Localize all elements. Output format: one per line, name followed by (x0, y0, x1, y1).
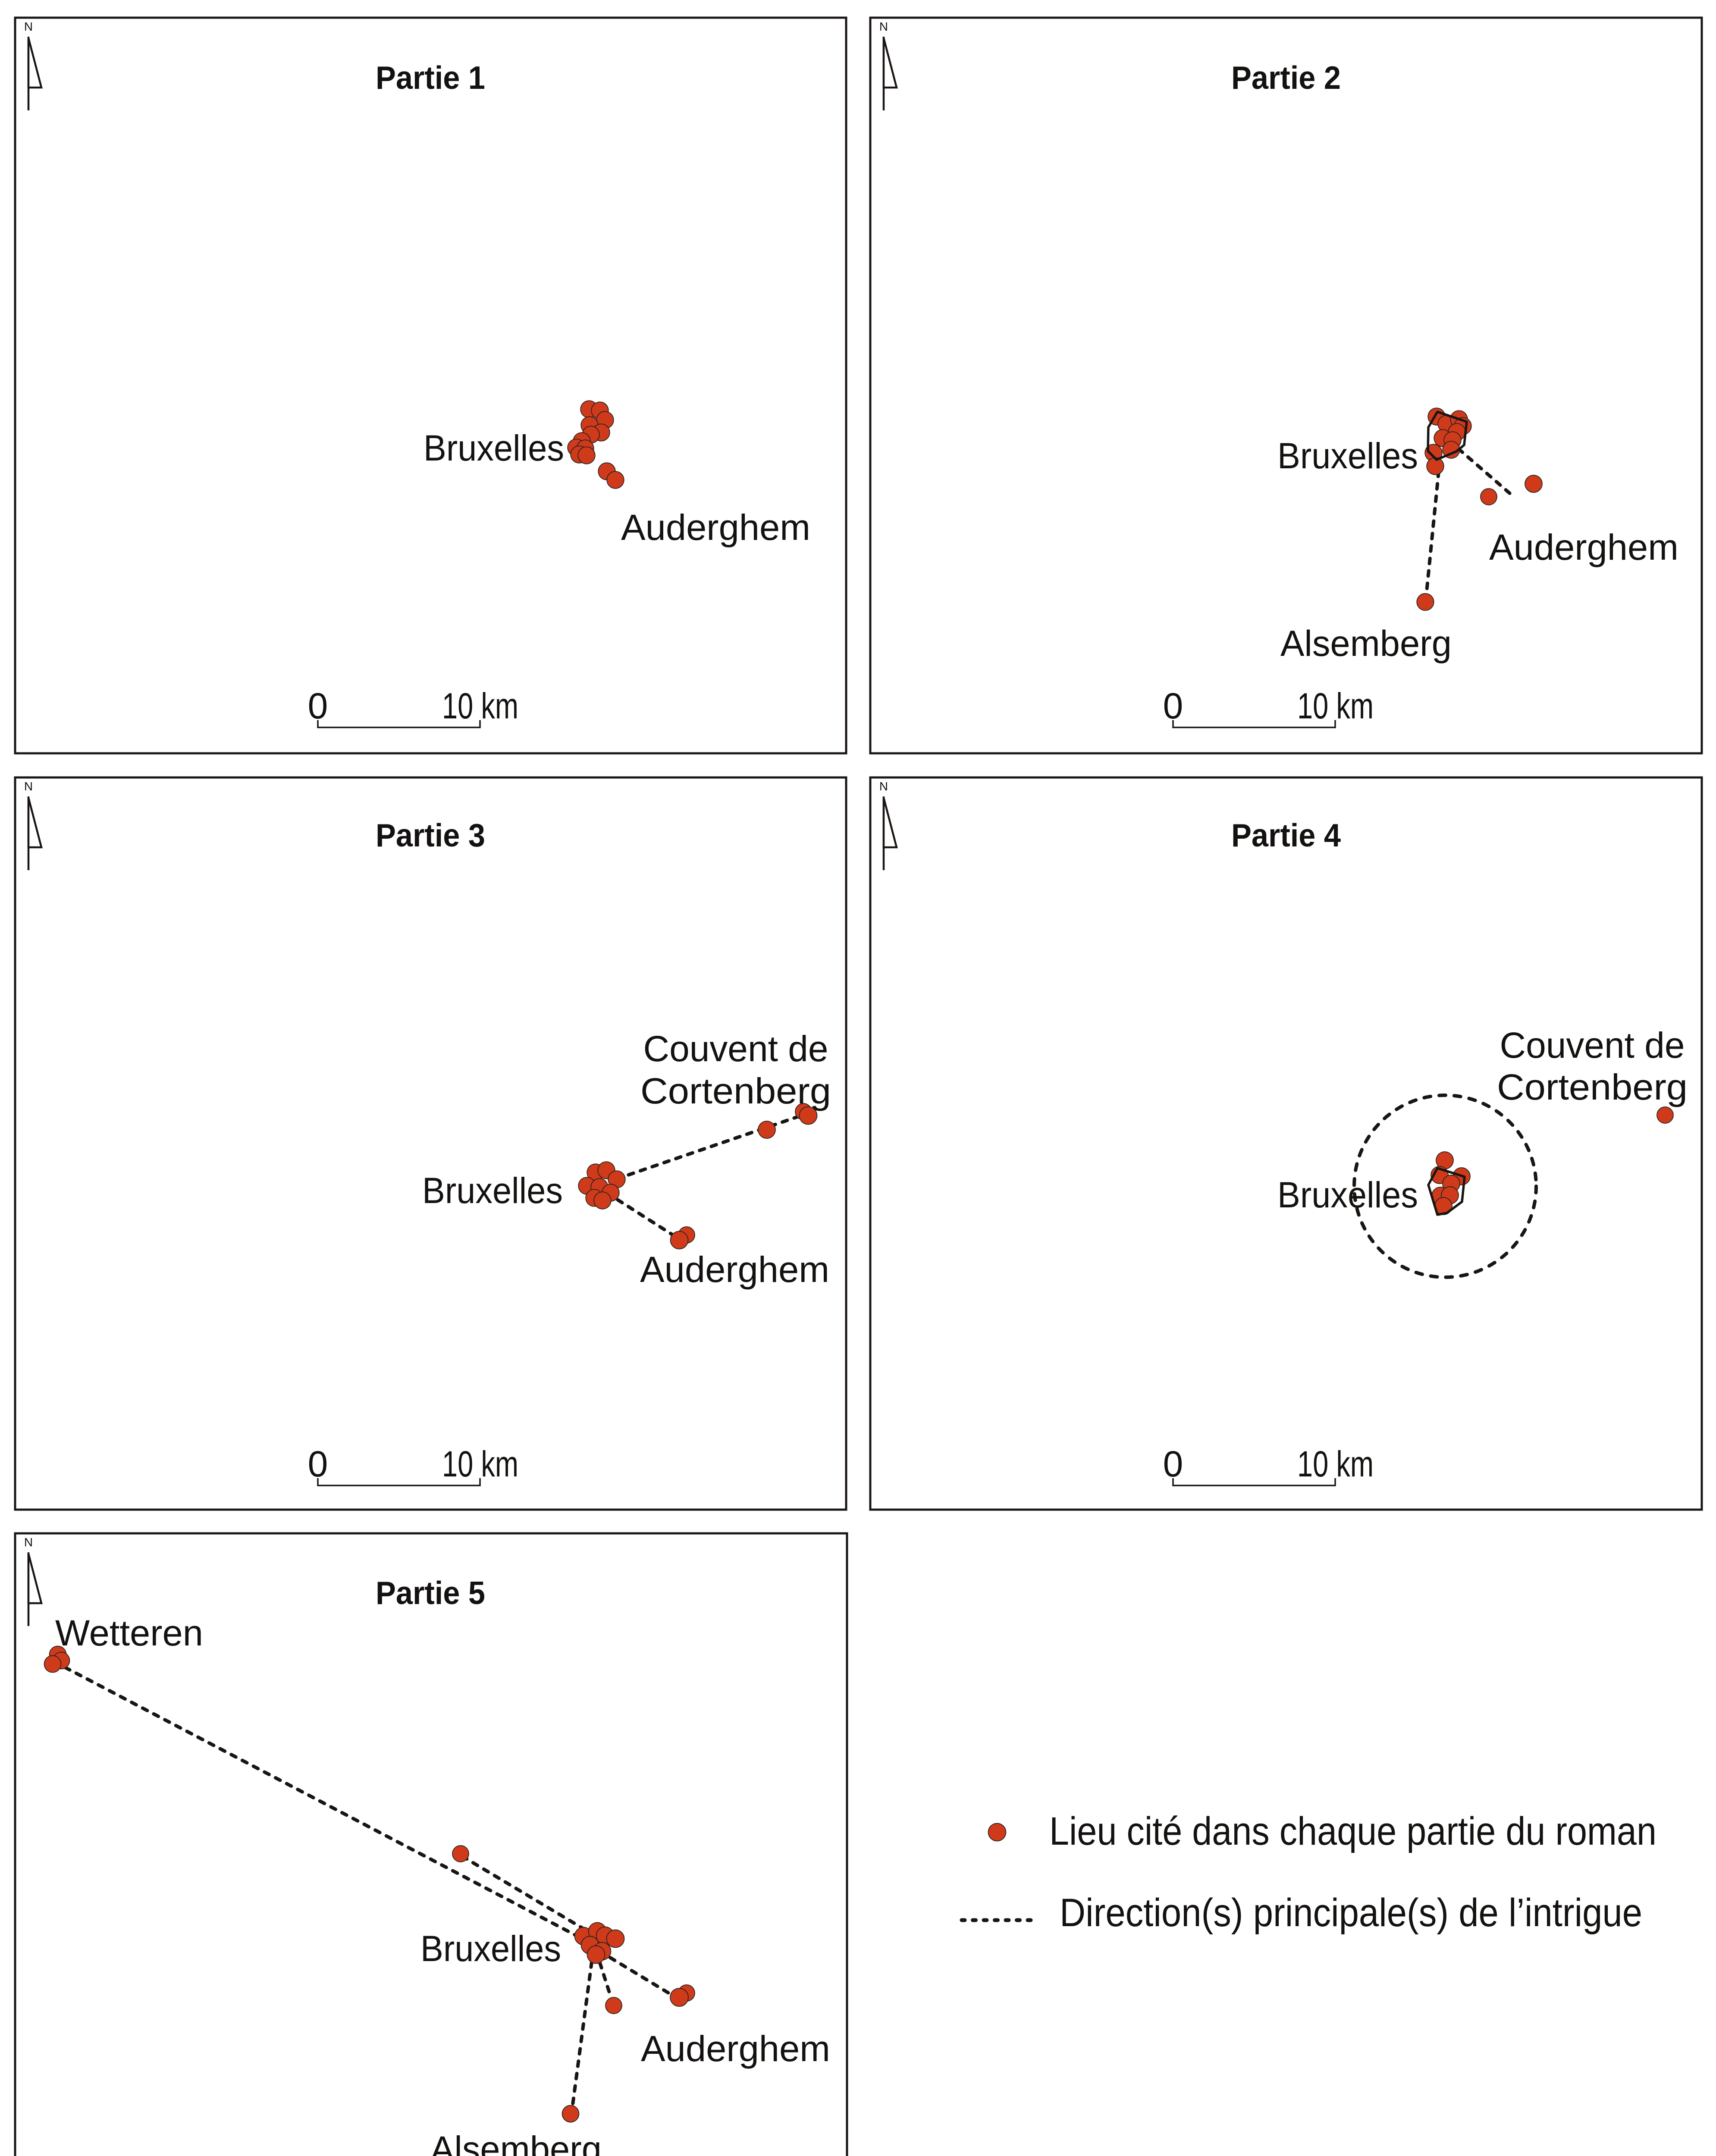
svg-text:10 km: 10 km (442, 686, 518, 726)
svg-text:Wetteren: Wetteren (55, 1613, 203, 1653)
svg-text:N: N (879, 780, 888, 793)
svg-text:Partie 4: Partie 4 (1231, 817, 1341, 853)
svg-text:N: N (24, 1536, 33, 1549)
svg-text:Partie 1: Partie 1 (376, 60, 485, 96)
svg-text:Alsemberg: Alsemberg (1280, 623, 1452, 664)
svg-text:Alsemberg: Alsemberg (430, 2129, 602, 2156)
svg-text:10 km: 10 km (1297, 686, 1374, 726)
svg-text:Auderghem: Auderghem (641, 2028, 830, 2069)
svg-text:Bruxelles: Bruxelles (422, 1170, 563, 1211)
svg-text:Lieu cité dans chaque partie d: Lieu cité dans chaque partie du roman (1049, 1809, 1656, 1853)
svg-text:0: 0 (1163, 1444, 1183, 1484)
svg-text:Couvent de: Couvent de (1500, 1025, 1685, 1065)
svg-text:N: N (24, 20, 33, 33)
svg-text:Bruxelles: Bruxelles (1277, 436, 1418, 476)
svg-text:0: 0 (308, 686, 328, 726)
svg-text:N: N (879, 20, 888, 33)
svg-text:Partie 3: Partie 3 (376, 817, 485, 853)
svg-text:Direction(s) principale(s) de: Direction(s) principale(s) de l’intrigue (1060, 1891, 1642, 1935)
svg-text:Auderghem: Auderghem (1489, 527, 1678, 567)
svg-text:Bruxelles: Bruxelles (424, 428, 564, 468)
svg-text:Partie 2: Partie 2 (1231, 60, 1341, 96)
svg-text:Cortenberg: Cortenberg (640, 1071, 831, 1111)
svg-text:Cortenberg: Cortenberg (1497, 1067, 1688, 1107)
svg-text:10 km: 10 km (442, 1444, 518, 1484)
svg-text:10 km: 10 km (1297, 1444, 1374, 1484)
svg-text:Bruxelles: Bruxelles (1277, 1175, 1418, 1215)
svg-text:N: N (24, 780, 33, 793)
svg-text:0: 0 (1163, 686, 1183, 726)
svg-text:Bruxelles: Bruxelles (420, 1928, 561, 1969)
svg-text:Auderghem: Auderghem (621, 507, 810, 548)
svg-text:Couvent de: Couvent de (643, 1028, 828, 1069)
svg-text:Partie 5: Partie 5 (376, 1575, 485, 1611)
svg-text:Auderghem: Auderghem (640, 1249, 829, 1290)
svg-text:0: 0 (308, 1444, 328, 1484)
